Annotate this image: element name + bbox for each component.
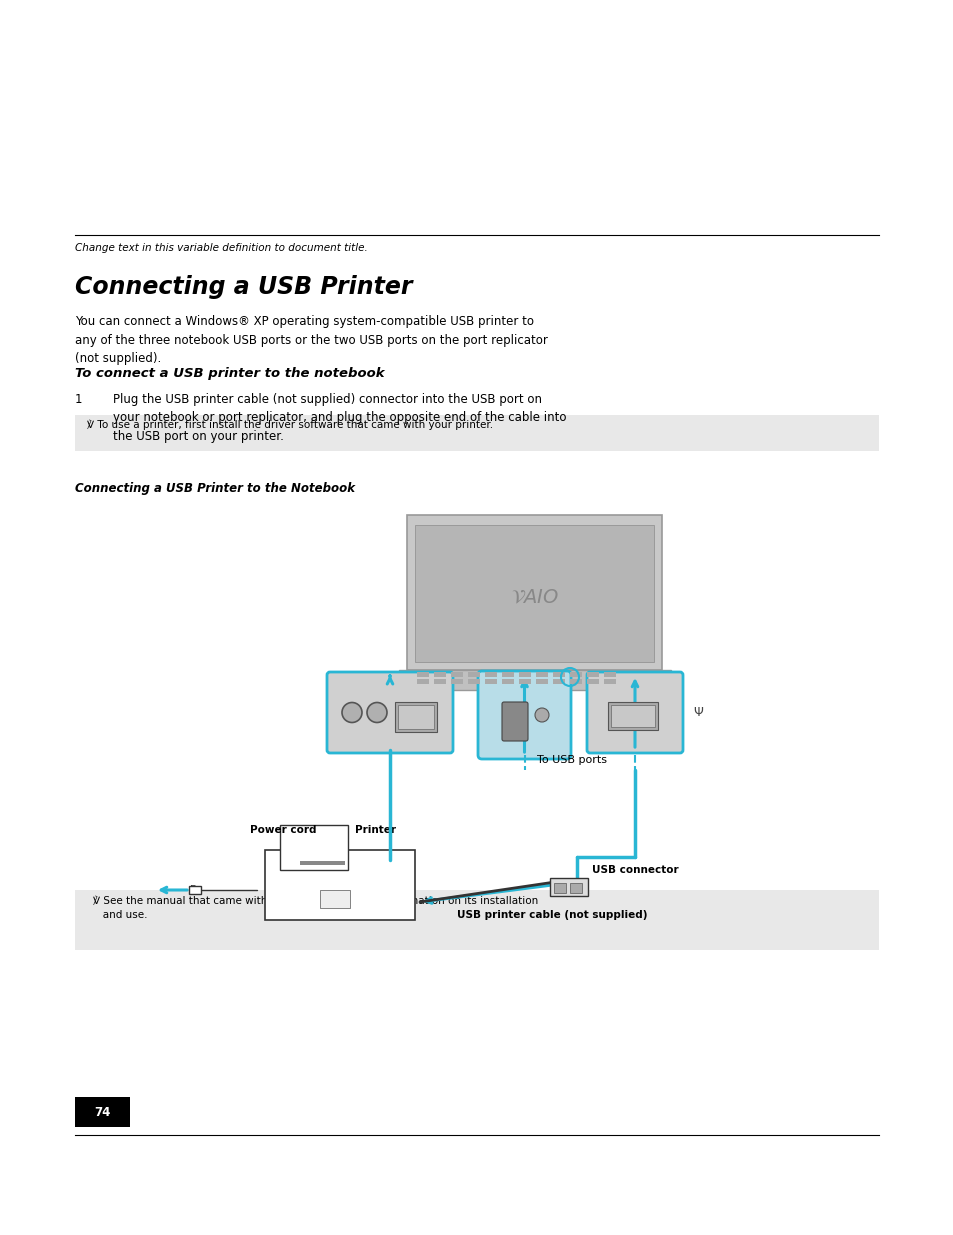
- Text: 74: 74: [94, 1105, 111, 1119]
- Bar: [451, 679, 463, 684]
- Bar: [485, 672, 497, 677]
- Bar: [451, 672, 463, 677]
- Bar: [587, 679, 598, 684]
- Text: You can connect a Windows® XP operating system-compatible USB printer to
any of : You can connect a Windows® XP operating …: [75, 315, 547, 366]
- Text: USB connector: USB connector: [592, 864, 678, 876]
- Bar: [397, 705, 434, 729]
- Bar: [607, 701, 658, 730]
- Text: Printer: Printer: [355, 825, 395, 835]
- Bar: [416, 525, 654, 662]
- Bar: [189, 885, 201, 894]
- Bar: [550, 878, 587, 897]
- FancyBboxPatch shape: [586, 672, 682, 753]
- Bar: [485, 679, 497, 684]
- Text: 1: 1: [75, 393, 82, 406]
- Bar: [299, 861, 345, 864]
- Bar: [519, 679, 531, 684]
- Bar: [319, 890, 350, 908]
- FancyBboxPatch shape: [501, 701, 527, 741]
- Bar: [553, 672, 565, 677]
- Bar: [553, 679, 565, 684]
- Bar: [536, 672, 548, 677]
- Text: Plug the USB printer cable (not supplied) connector into the USB port on
your no: Plug the USB printer cable (not supplied…: [112, 393, 566, 443]
- Bar: [434, 679, 446, 684]
- Bar: [502, 672, 514, 677]
- Text: E: E: [190, 885, 196, 895]
- Circle shape: [341, 703, 361, 722]
- Bar: [468, 672, 480, 677]
- FancyBboxPatch shape: [477, 671, 571, 760]
- Circle shape: [367, 703, 387, 722]
- Bar: [75, 415, 878, 451]
- Bar: [407, 515, 661, 671]
- Text: ℣ See the manual that came with your printer for more information on its install: ℣ See the manual that came with your pri…: [92, 897, 537, 920]
- Bar: [502, 679, 514, 684]
- Bar: [570, 679, 582, 684]
- Bar: [417, 672, 429, 677]
- Text: Connecting a USB Printer: Connecting a USB Printer: [75, 275, 412, 299]
- Bar: [604, 679, 616, 684]
- Bar: [434, 672, 446, 677]
- Bar: [554, 883, 565, 893]
- Bar: [610, 705, 655, 727]
- Circle shape: [535, 708, 548, 722]
- Text: To connect a USB printer to the notebook: To connect a USB printer to the notebook: [75, 367, 384, 380]
- Bar: [468, 679, 480, 684]
- Text: $\mathcal{V}$AIO: $\mathcal{V}$AIO: [511, 588, 558, 606]
- Bar: [280, 825, 347, 869]
- Text: Ψ: Ψ: [692, 706, 702, 719]
- Text: Change text in this variable definition to document title.: Change text in this variable definition …: [75, 243, 367, 253]
- Text: Power cord: Power cord: [250, 825, 316, 835]
- Bar: [587, 672, 598, 677]
- Bar: [536, 679, 548, 684]
- Bar: [569, 883, 581, 893]
- Bar: [265, 850, 415, 920]
- Text: Connecting a USB Printer to the Notebook: Connecting a USB Printer to the Notebook: [75, 482, 355, 495]
- Bar: [570, 672, 582, 677]
- Text: To USB ports: To USB ports: [537, 755, 606, 764]
- Text: ℣ To use a printer, first install the driver software that came with your printe: ℣ To use a printer, first install the dr…: [87, 420, 493, 431]
- Bar: [75, 1097, 130, 1128]
- Bar: [75, 890, 878, 950]
- Bar: [417, 679, 429, 684]
- Text: USB printer cable (not supplied): USB printer cable (not supplied): [456, 910, 646, 920]
- Bar: [519, 672, 531, 677]
- Bar: [604, 672, 616, 677]
- Bar: [395, 701, 436, 732]
- FancyBboxPatch shape: [327, 672, 453, 753]
- Bar: [399, 671, 670, 690]
